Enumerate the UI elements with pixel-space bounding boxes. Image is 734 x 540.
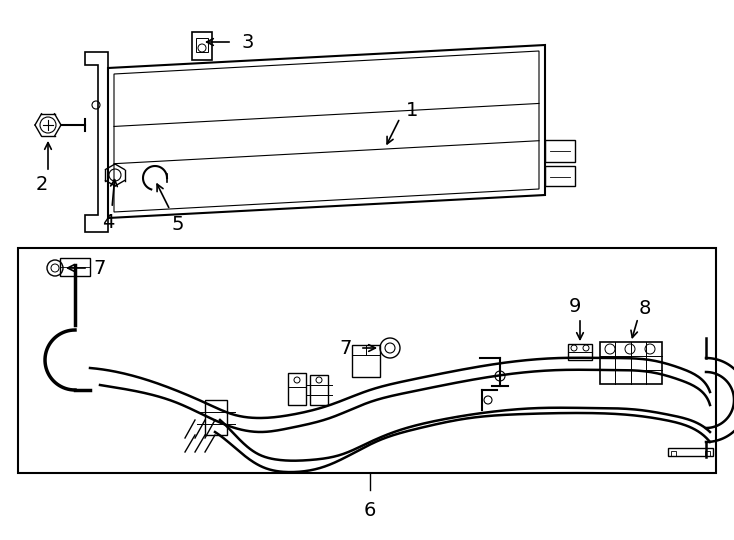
Bar bbox=[205, 400, 227, 435]
Bar bbox=[705, 451, 710, 456]
Bar bbox=[545, 166, 575, 186]
Bar bbox=[196, 38, 208, 52]
Bar bbox=[352, 345, 380, 377]
Bar bbox=[600, 342, 662, 384]
Bar bbox=[568, 344, 592, 360]
Bar bbox=[545, 140, 575, 162]
Text: 4: 4 bbox=[102, 213, 115, 232]
Text: 3: 3 bbox=[241, 32, 254, 51]
Bar bbox=[288, 373, 306, 405]
Text: 5: 5 bbox=[172, 214, 184, 233]
Text: 2: 2 bbox=[36, 176, 48, 194]
Text: 8: 8 bbox=[639, 299, 651, 318]
Text: 9: 9 bbox=[569, 298, 581, 316]
Bar bbox=[60, 258, 90, 276]
Bar bbox=[668, 448, 713, 456]
Text: 7: 7 bbox=[340, 339, 352, 357]
Text: 1: 1 bbox=[406, 100, 418, 119]
Bar bbox=[192, 32, 212, 60]
Bar bbox=[671, 451, 676, 456]
Text: 7: 7 bbox=[94, 259, 106, 278]
Bar bbox=[18, 248, 716, 473]
Bar bbox=[310, 375, 328, 405]
Text: 6: 6 bbox=[364, 501, 377, 519]
